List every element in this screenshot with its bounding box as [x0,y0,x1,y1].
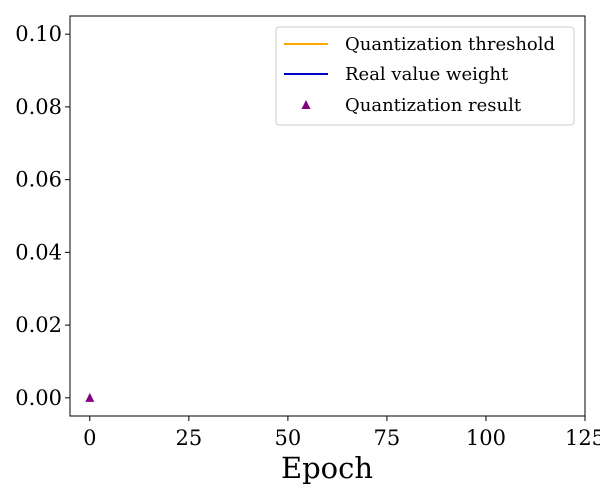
legend: Quantization threshold Real value weight… [275,26,575,126]
x-axis-title: Epoch [281,451,373,485]
x-tick-label: 50 [275,426,302,450]
x-tick-label: 100 [466,426,506,450]
legend-label-real-value-weight: Real value weight [345,64,509,85]
y-axis-ticks: 0.00 0.02 0.04 0.06 0.08 0.10 [15,22,70,410]
legend-label-quantization-threshold: Quantization threshold [345,34,555,55]
x-tick-label: 25 [175,426,202,450]
data-point-quantization-result [85,392,95,402]
x-tick-label: 75 [374,426,401,450]
x-tick-label: 125 [565,426,600,450]
y-tick-label: 0.02 [15,313,62,337]
x-axis-ticks: 0 25 50 75 100 125 [83,416,600,450]
x-tick-label: 0 [83,426,96,450]
legend-box [275,26,575,126]
y-tick-label: 0.08 [15,95,62,119]
y-tick-label: 0.06 [15,168,62,192]
y-tick-label: 0.04 [15,240,62,264]
y-tick-label: 0.10 [15,22,62,46]
y-tick-label: 0.00 [15,386,62,410]
legend-marker-quantization-result [301,100,311,109]
legend-label-quantization-result: Quantization result [345,95,522,116]
series-layer [85,392,95,402]
plot-frame [69,15,586,417]
